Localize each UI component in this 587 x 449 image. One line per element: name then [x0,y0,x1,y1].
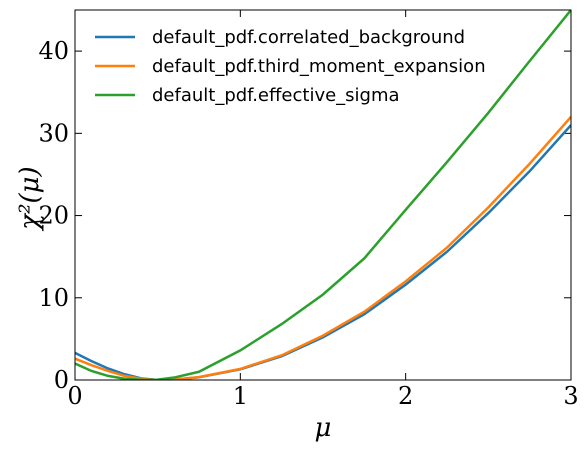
legend-label: default_pdf.third_moment_expansion [152,56,486,77]
line [75,124,571,380]
y-axis-label: χ²(μ) [15,166,45,231]
y-tick-label: 20 [38,202,69,230]
legend-label: default_pdf.effective_sigma [152,85,400,106]
legend-label: default_pdf.correlated_background [152,27,465,48]
x-tick-label: 3 [563,382,578,410]
x-axis-label: μ [315,413,332,443]
x-tick-label: 0 [67,382,82,410]
x-tick-label: 2 [398,382,413,410]
y-tick-label: 10 [38,284,69,312]
line [75,10,571,380]
line [75,116,571,380]
y-tick-label: 40 [38,37,69,65]
plot-frame [74,9,572,381]
y-tick-label: 30 [38,119,69,147]
y-tick-label: 0 [54,366,69,394]
x-tick-label: 1 [233,382,248,410]
